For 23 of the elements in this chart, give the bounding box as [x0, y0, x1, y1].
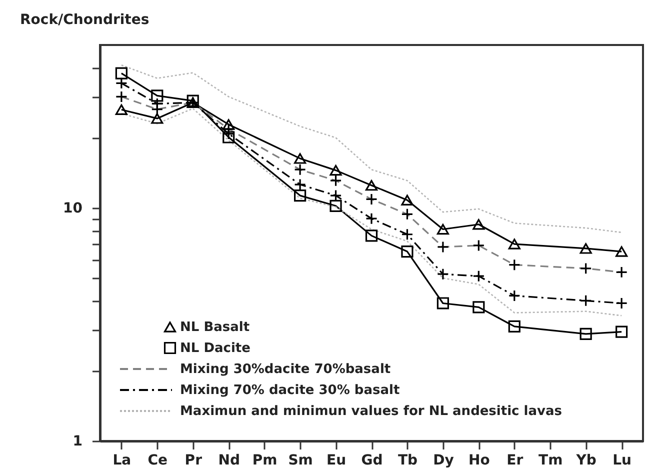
legend-label: NL Basalt: [180, 320, 250, 335]
x-tick-label: Yb: [575, 452, 596, 468]
y-axis-title: Rock/Chondrites: [20, 12, 150, 28]
legend-label: NL Dacite: [180, 341, 251, 356]
x-tick-label: Dy: [433, 452, 454, 468]
x-tick-label: Gd: [361, 452, 383, 468]
x-tick-label: Tm: [538, 452, 563, 468]
x-tick-label: Tb: [398, 452, 418, 468]
legend-label: Maximun and minimun values for NL andesitic lavas: [180, 404, 562, 419]
x-tick-label: Eu: [326, 452, 346, 468]
y-tick-label: 10: [63, 200, 83, 216]
x-tick-label: Lu: [612, 452, 632, 468]
x-tick-label: Pm: [252, 452, 278, 468]
x-tick-label: Er: [506, 452, 524, 468]
legend-label: Mixing 70% dacite 30% basalt: [180, 383, 400, 398]
x-tick-label: Ce: [148, 452, 168, 468]
y-tick-label: 1: [72, 434, 82, 450]
x-tick-label: Ho: [468, 452, 490, 468]
x-tick-label: Pr: [184, 452, 202, 468]
x-tick-label: Nd: [218, 452, 240, 468]
x-tick-label: La: [112, 452, 132, 468]
x-tick-label: Sm: [288, 452, 313, 468]
legend-label: Mixing 30%dacite 70%basalt: [180, 362, 391, 377]
